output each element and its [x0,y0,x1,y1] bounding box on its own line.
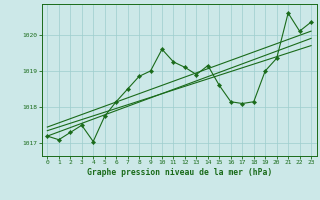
X-axis label: Graphe pression niveau de la mer (hPa): Graphe pression niveau de la mer (hPa) [87,168,272,177]
